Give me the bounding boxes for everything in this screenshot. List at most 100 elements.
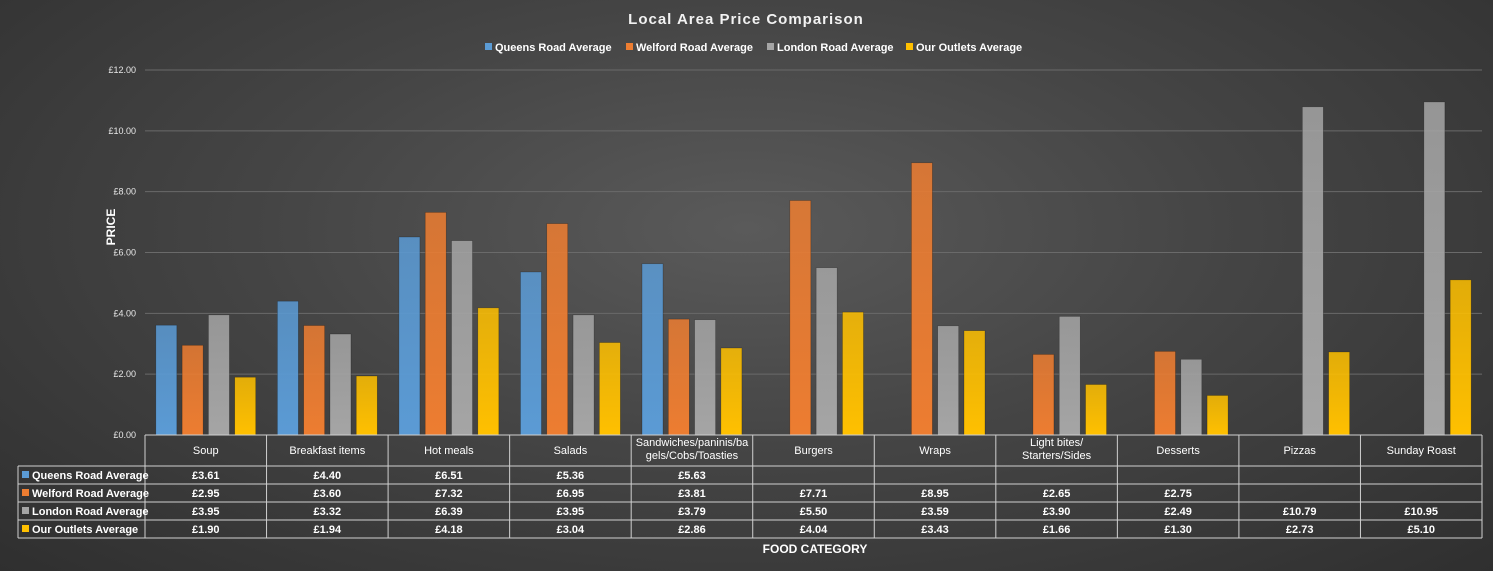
table-cell-value: £6.51 [435, 470, 463, 482]
bar-10-3 [1449, 279, 1472, 436]
bar-0-2 [208, 314, 230, 436]
y-tick-label: £2.00 [113, 369, 136, 379]
bar-0-3 [234, 376, 257, 436]
bar-5-3 [842, 311, 864, 436]
bar-1-0 [277, 300, 299, 436]
bar-4-2 [694, 319, 716, 436]
bar-3-3 [599, 342, 621, 436]
bar-7-3 [1085, 384, 1107, 436]
table-cell-value: £10.95 [1404, 506, 1438, 518]
bars [155, 101, 1472, 436]
table-cell-value: £4.04 [800, 524, 828, 536]
category-label: Sunday Roast [1387, 445, 1456, 457]
table-cell-value: £7.71 [800, 488, 828, 500]
bar-2-0 [398, 236, 421, 436]
category-label: Wraps [919, 445, 951, 457]
bar-4-3 [720, 347, 743, 436]
table-cell-value: £1.30 [1164, 524, 1192, 536]
bar-2-2 [451, 240, 473, 436]
bar-1-2 [329, 333, 352, 436]
table-cell-value: £5.36 [557, 470, 585, 482]
bar-3-2 [572, 314, 595, 436]
bar-10-2 [1423, 101, 1446, 436]
bar-2-1 [424, 212, 447, 436]
chart-title: Local Area Price Comparison [628, 11, 864, 28]
bar-7-1 [1032, 354, 1055, 436]
y-tick-label: £10.00 [108, 126, 136, 136]
bar-7-2 [1058, 316, 1081, 436]
category-label: Light bites/ [1030, 437, 1084, 449]
category-label: gels/Cobs/Toasties [646, 450, 739, 462]
bar-9-3 [1328, 351, 1350, 436]
category-label: Starters/Sides [1022, 450, 1092, 462]
table-cell-value: £3.95 [192, 506, 220, 518]
table-cell-value: £3.79 [678, 506, 706, 518]
bar-0-0 [155, 324, 178, 436]
y-axis-title: PRICE [104, 209, 118, 246]
category-label: Hot meals [424, 445, 474, 457]
bar-2-3 [477, 307, 500, 436]
bar-3-1 [546, 223, 569, 436]
category-label: Desserts [1156, 445, 1200, 457]
legend-swatch [626, 43, 633, 50]
y-tick-label: £12.00 [108, 65, 136, 75]
table-cell-value: £3.04 [557, 524, 585, 536]
bar-4-0 [641, 263, 664, 436]
table-cell-value: £3.32 [314, 506, 342, 518]
bar-1-1 [303, 325, 325, 436]
legend-swatch [767, 43, 774, 50]
table-cell-value: £6.95 [557, 488, 585, 500]
row-swatch [22, 525, 29, 532]
y-tick-label: £6.00 [113, 248, 136, 258]
table-cell-value: £7.32 [435, 488, 463, 500]
bar-6-1 [911, 162, 933, 436]
y-tick-label: £8.00 [113, 187, 136, 197]
legend-label: Queens Road Average [495, 42, 612, 54]
legend: Queens Road Average Welford Road Average L… [485, 42, 1022, 54]
table-cell-value: £1.90 [192, 524, 220, 536]
table-cell-value: £2.65 [1043, 488, 1071, 500]
bar-6-2 [937, 325, 959, 436]
legend-swatch [906, 43, 913, 50]
row-label: Queens Road Average [32, 470, 149, 482]
bar-9-2 [1302, 106, 1324, 436]
y-axis-ticks: £0.00 £2.00 £4.00 £6.00 £8.00 £10.00 £12.00 [108, 65, 136, 440]
table-cell-value: £2.86 [678, 524, 706, 536]
category-label: Burgers [794, 445, 833, 457]
table-cell-value: £6.39 [435, 506, 463, 518]
table-cell-value: £1.94 [314, 524, 342, 536]
category-label: Breakfast items [289, 445, 365, 457]
table-cell-value: £4.40 [314, 470, 342, 482]
table-cell-value: £5.50 [800, 506, 828, 518]
table-cell-value: £4.18 [435, 524, 463, 536]
bar-3-0 [520, 271, 542, 436]
table-cell-value: £2.95 [192, 488, 220, 500]
row-label: Our Outlets Average [32, 524, 138, 536]
row-swatch [22, 471, 29, 478]
row-label: London Road Average [32, 506, 149, 518]
bar-8-1 [1154, 351, 1176, 436]
bar-8-2 [1180, 358, 1203, 436]
table-cell-value: £3.61 [192, 470, 220, 482]
gridlines [145, 69, 1482, 375]
table-cell-value: £5.63 [678, 470, 706, 482]
bar-4-1 [668, 318, 690, 436]
row-label: Welford Road Average [32, 488, 149, 500]
table-cell-value: £2.75 [1164, 488, 1192, 500]
legend-label: Our Outlets Average [916, 42, 1022, 54]
bar-0-1 [181, 344, 204, 436]
bar-8-3 [1206, 395, 1229, 436]
category-label: Soup [193, 445, 219, 457]
y-tick-label: £4.00 [113, 308, 136, 318]
category-label: Sandwiches/paninis/ba [636, 437, 749, 449]
table-cell-value: £3.43 [921, 524, 949, 536]
category-label: Pizzas [1283, 445, 1316, 457]
legend-label: Welford Road Average [636, 42, 753, 54]
legend-swatch [485, 43, 492, 50]
y-tick-label: £0.00 [113, 430, 136, 440]
table-cell-value: £3.90 [1043, 506, 1071, 518]
table-cell-value: £3.60 [314, 488, 342, 500]
row-swatch [22, 489, 29, 496]
category-label: Salads [554, 445, 588, 457]
